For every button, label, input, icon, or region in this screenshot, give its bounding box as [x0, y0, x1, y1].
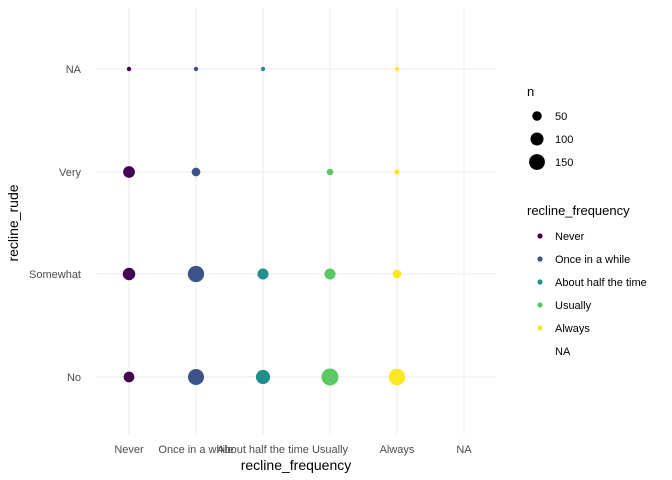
y-tick-label: No	[67, 372, 81, 384]
data-point	[123, 166, 135, 178]
size-legend-label: 50	[555, 111, 567, 123]
color-legend-key	[537, 325, 543, 331]
data-point	[388, 368, 406, 386]
y-tick-labels: No Somewhat Very NA	[29, 64, 82, 384]
data-point	[392, 269, 402, 279]
data-point	[122, 267, 136, 281]
size-legend-key	[529, 154, 545, 170]
color-legend: recline_frequency Never Once in a while Ab…	[527, 203, 647, 358]
data-point	[324, 268, 336, 280]
data-point	[126, 66, 132, 72]
color-legend-title: recline_frequency	[527, 203, 630, 218]
data-point	[187, 368, 205, 386]
data-points	[122, 66, 406, 386]
data-point	[123, 371, 135, 383]
x-tick-label: Always	[380, 444, 415, 456]
y-tick-label: Very	[59, 167, 82, 179]
color-legend-label: About half the time	[555, 277, 647, 289]
color-legend-label: Always	[555, 323, 590, 335]
y-axis-title: recline_rude	[5, 184, 21, 261]
color-legend-label: NA	[555, 346, 571, 358]
data-point	[257, 268, 269, 280]
size-legend-label: 100	[555, 134, 573, 146]
size-legend-title: n	[527, 84, 534, 99]
data-point	[255, 369, 271, 385]
data-point	[321, 368, 339, 386]
grid-lines	[96, 8, 496, 434]
x-tick-label: Usually	[312, 444, 349, 456]
x-tick-label: Never	[114, 444, 144, 456]
data-point	[394, 66, 400, 72]
y-tick-label: Somewhat	[29, 269, 81, 281]
data-point	[260, 66, 266, 72]
y-tick-label: NA	[66, 64, 82, 76]
x-tick-label: Once in a while	[158, 444, 233, 456]
color-legend-key	[537, 233, 543, 239]
x-tick-label: NA	[456, 444, 472, 456]
size-legend-key	[530, 132, 544, 146]
color-legend-key	[537, 279, 543, 285]
data-point	[326, 168, 334, 176]
color-legend-label: Never	[555, 231, 585, 243]
data-point	[394, 169, 400, 175]
data-point	[193, 66, 199, 72]
size-legend-key	[532, 111, 542, 121]
data-point	[187, 265, 205, 283]
color-legend-key	[537, 256, 543, 262]
size-legend-label: 150	[555, 157, 573, 169]
color-legend-label: Once in a while	[555, 254, 630, 266]
color-legend-key	[537, 302, 543, 308]
x-axis-title: recline_frequency	[241, 457, 352, 473]
x-tick-label: About half the time	[217, 444, 309, 456]
size-legend: n 50 100 150	[527, 84, 573, 170]
data-point	[191, 167, 201, 177]
color-legend-label: Usually	[555, 300, 592, 312]
